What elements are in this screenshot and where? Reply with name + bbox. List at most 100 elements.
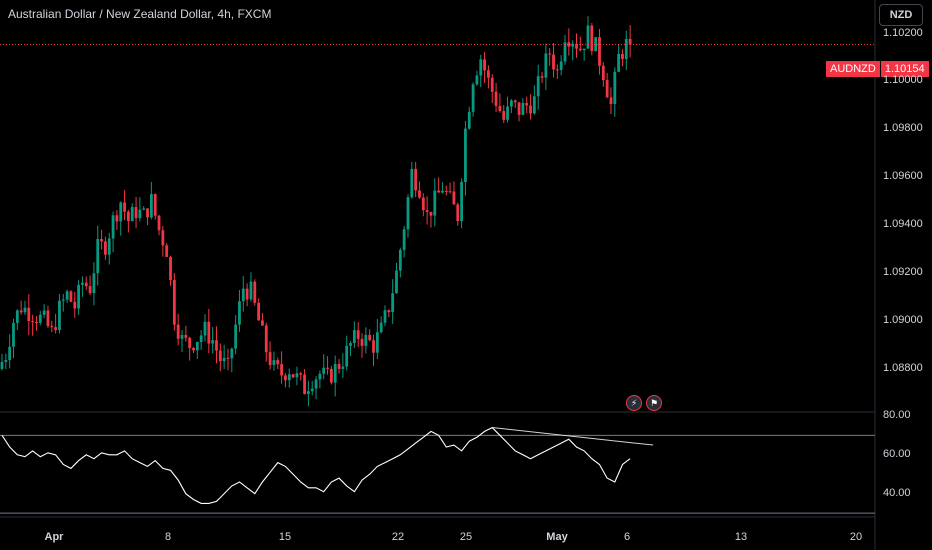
- candle-body: [257, 302, 261, 321]
- candle-body: [146, 208, 149, 218]
- candle-body: [61, 299, 65, 301]
- candle-body: [525, 102, 529, 106]
- candle-body: [35, 321, 38, 323]
- candle-body: [318, 373, 322, 380]
- candle-body: [161, 230, 165, 246]
- candle-body: [111, 215, 115, 239]
- candle-body: [460, 182, 463, 222]
- candle-body: [203, 321, 207, 336]
- candle-body: [513, 100, 517, 103]
- candle-body: [326, 367, 329, 369]
- time-tick-label: 22: [391, 531, 405, 543]
- flag-icon[interactable]: ⚑: [646, 395, 662, 411]
- time-tick-label: Apr: [44, 531, 64, 543]
- candle-body: [349, 343, 352, 346]
- candle-body: [410, 168, 414, 198]
- price-tag-symbol: AUDNZD: [826, 61, 880, 77]
- candle-body: [398, 249, 402, 271]
- price-tag: AUDNZD 1.10154: [826, 61, 929, 77]
- candle-body: [84, 282, 88, 287]
- price-tick-label: 1.09000: [883, 313, 923, 326]
- candle-body: [88, 286, 92, 294]
- candle-body: [215, 340, 218, 351]
- rsi-line: [1, 426, 631, 504]
- candle-body: [27, 307, 31, 322]
- candle-body: [414, 168, 418, 191]
- candle-body: [207, 321, 211, 344]
- time-tick-label: 8: [164, 531, 172, 543]
- candle-body: [578, 48, 582, 51]
- time-tick-label: 13: [734, 531, 748, 543]
- rsi-tick-label: 80.00: [883, 408, 911, 421]
- time-tick-label: 6: [623, 531, 631, 543]
- candle-body: [536, 76, 540, 97]
- candle-body: [276, 360, 280, 365]
- candle-body: [180, 334, 184, 339]
- candle-body: [356, 330, 360, 339]
- candle-body: [628, 38, 632, 45]
- price-tick-label: 1.09800: [883, 122, 923, 135]
- candle-body: [77, 284, 80, 309]
- candle-body: [418, 190, 421, 198]
- candle-body: [479, 59, 483, 76]
- candle-body: [8, 346, 12, 361]
- candle-body: [119, 202, 123, 222]
- candle-body: [264, 325, 268, 353]
- candle-body: [487, 70, 490, 78]
- candle-body: [494, 91, 498, 106]
- candle-body: [241, 288, 245, 302]
- candle-body: [230, 348, 234, 359]
- candle-body: [498, 105, 502, 112]
- candle-body: [540, 76, 544, 78]
- candle-body: [337, 364, 341, 369]
- candle-body: [329, 368, 333, 383]
- time-tick-label: 20: [849, 531, 863, 543]
- candle-body: [130, 207, 134, 222]
- candle-body: [100, 239, 103, 242]
- candle-body: [490, 77, 494, 92]
- candle-body: [104, 241, 107, 255]
- candle-body: [559, 61, 563, 70]
- candle-body: [284, 375, 287, 381]
- candle-body: [81, 282, 84, 285]
- candle-body: [287, 374, 291, 381]
- candle-body: [268, 352, 272, 366]
- candle-body: [12, 322, 15, 347]
- candle-body: [594, 37, 598, 52]
- candle-body: [58, 300, 61, 331]
- candle-body: [65, 291, 69, 300]
- candle-body: [609, 97, 613, 105]
- candle-body: [42, 310, 46, 315]
- candle-body: [341, 366, 345, 369]
- time-tick-label: 25: [459, 531, 473, 543]
- candle-body: [19, 310, 23, 313]
- candle-body: [464, 128, 467, 183]
- candle-body: [552, 54, 555, 70]
- candle-body: [176, 324, 180, 339]
- candle-body: [391, 293, 395, 313]
- candle-body: [544, 53, 548, 78]
- candle-body: [69, 291, 73, 302]
- price-tick-label: 1.09600: [883, 170, 923, 183]
- candle-body: [126, 211, 130, 222]
- candle-body: [364, 334, 368, 346]
- candle-body: [295, 373, 299, 378]
- candle-body: [226, 357, 230, 359]
- candle-body: [372, 340, 375, 353]
- currency-button[interactable]: NZD: [879, 4, 923, 26]
- candle-body: [590, 25, 594, 52]
- candle-body: [471, 84, 475, 112]
- rsi-trendline: [492, 427, 654, 446]
- candle-body: [613, 71, 617, 105]
- candle-body: [245, 288, 249, 300]
- candle-body: [421, 197, 425, 211]
- lightning-icon[interactable]: ⚡: [626, 395, 642, 411]
- candle-body: [253, 281, 257, 303]
- candle-body: [379, 322, 383, 333]
- candle-body: [157, 215, 161, 231]
- candle-body: [23, 307, 27, 313]
- candle-body: [123, 202, 126, 212]
- price-tick-label: 1.08800: [883, 361, 923, 374]
- candle-body: [617, 53, 621, 72]
